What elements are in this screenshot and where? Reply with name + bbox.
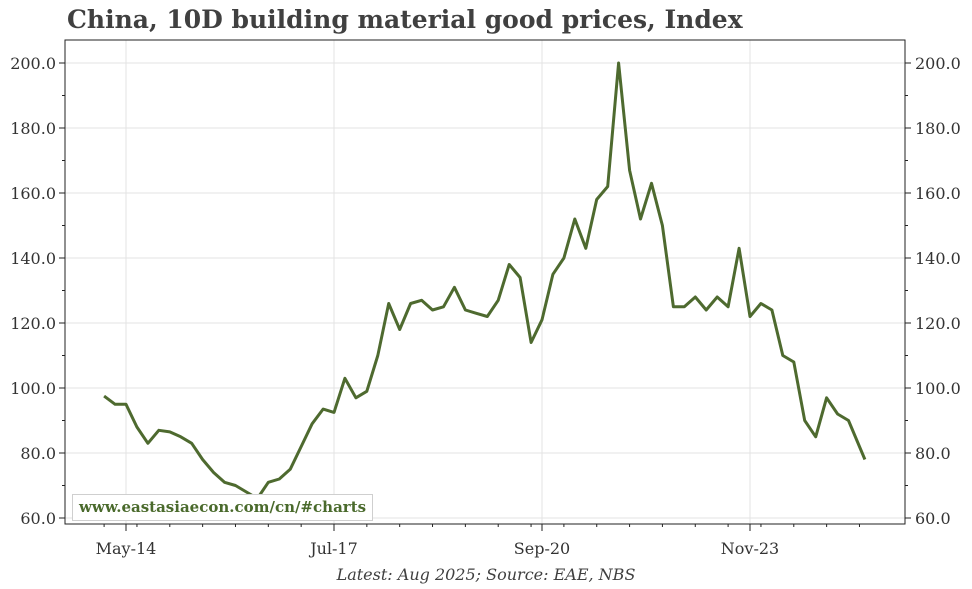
x-tick-label: May-14 — [96, 539, 157, 558]
right-y-axis: 60.0 80.0 100.0 120.0 140.0 160.0 180.0 200.0 — [905, 54, 961, 528]
y-tick-label-left: 140.0 — [10, 249, 56, 268]
y-tick-label-left: 160.0 — [10, 184, 56, 203]
x-axis: May-14 Jul-17 Sep-20 Nov-23 — [96, 524, 860, 558]
x-tick-label: Jul-17 — [308, 539, 358, 558]
y-tick-label-left: 60.0 — [20, 509, 56, 528]
y-tick-label-right: 200.0 — [915, 54, 961, 73]
y-tick-label-left: 200.0 — [10, 54, 56, 73]
watermark[interactable]: www.eastasiaecon.com/cn/#charts — [72, 494, 374, 521]
series-line — [103, 61, 867, 500]
y-tick-label-right: 60.0 — [915, 509, 951, 528]
y-tick-label-right: 180.0 — [915, 119, 961, 138]
y-tick-label-left: 80.0 — [20, 444, 56, 463]
y-tick-label-right: 120.0 — [915, 314, 961, 333]
y-tick-label-right: 100.0 — [915, 379, 961, 398]
chart-footer: Latest: Aug 2025; Source: EAE, NBS — [336, 565, 636, 584]
y-tick-label-left: 180.0 — [10, 119, 56, 138]
y-tick-label-right: 80.0 — [915, 444, 951, 463]
gridlines — [65, 40, 905, 524]
y-tick-label-left: 100.0 — [10, 379, 56, 398]
y-tick-label-right: 140.0 — [915, 249, 961, 268]
chart-title: China, 10D building material good prices… — [67, 5, 743, 34]
y-tick-label-right: 160.0 — [915, 184, 961, 203]
x-tick-label: Nov-23 — [721, 539, 779, 558]
left-y-axis: 60.0 80.0 100.0 120.0 140.0 160.0 180.0 200.0 — [10, 54, 65, 528]
x-tick-label: Sep-20 — [514, 539, 570, 558]
y-tick-label-left: 120.0 — [10, 314, 56, 333]
plot-frame — [64, 39, 906, 525]
